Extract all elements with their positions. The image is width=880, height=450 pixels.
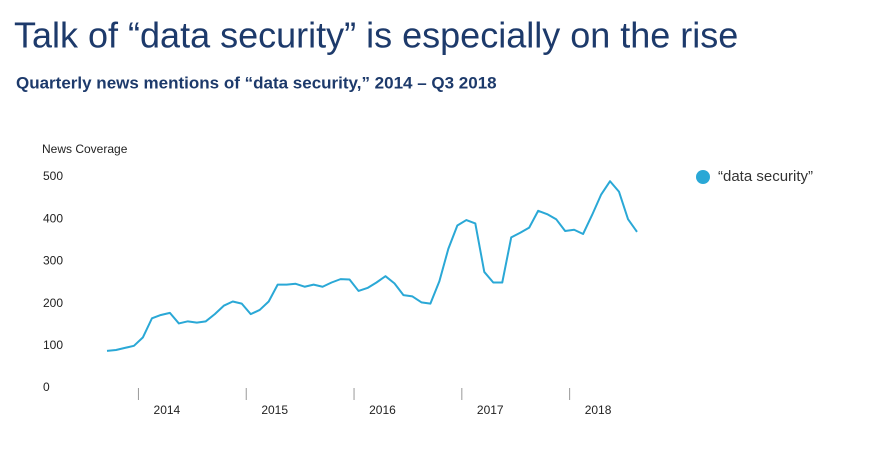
legend-label: “data security” — [718, 168, 813, 185]
y-tick-label: 500 — [43, 169, 63, 183]
x-tick-label: 2018 — [585, 403, 612, 417]
y-tick-label: 0 — [43, 380, 50, 394]
y-tick-label: 200 — [43, 296, 63, 310]
y-axis-label: News Coverage — [42, 142, 128, 156]
chart-title: Talk of “data security” is especially on… — [14, 15, 738, 56]
chart-subtitle: Quarterly news mentions of “data securit… — [16, 73, 497, 92]
y-tick-label: 100 — [43, 338, 63, 352]
x-tick-label: 2016 — [369, 403, 396, 417]
legend-marker — [696, 170, 710, 184]
y-tick-label: 400 — [43, 211, 63, 225]
x-tick-label: 2015 — [261, 403, 288, 417]
data-line — [106, 180, 638, 352]
x-tick-label: 2017 — [477, 403, 504, 417]
y-tick-label: 300 — [43, 254, 63, 268]
x-tick-label: 2014 — [154, 403, 181, 417]
